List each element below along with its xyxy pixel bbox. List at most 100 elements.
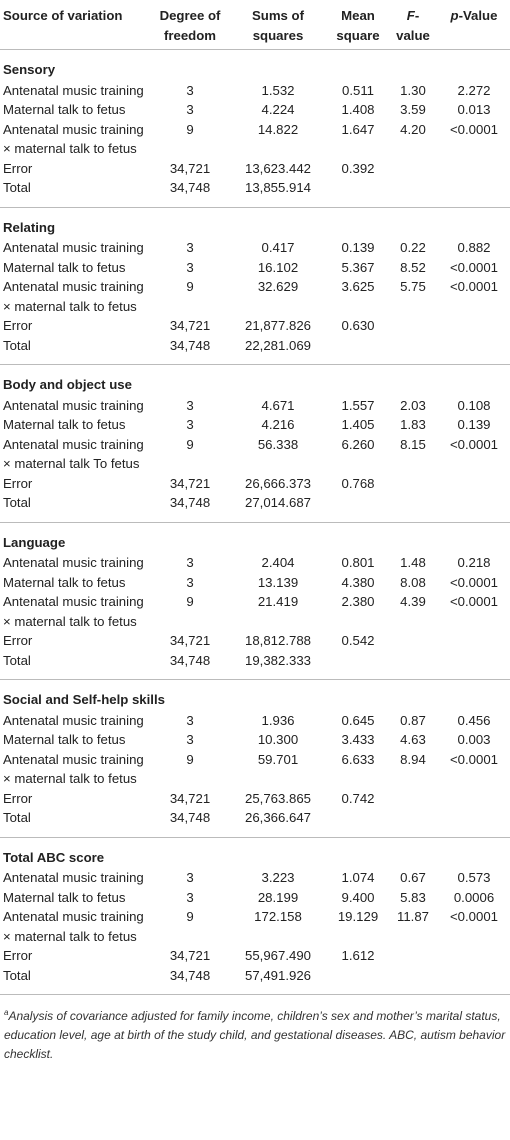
data-row: Total 34,748 26,366.647 (0, 808, 510, 837)
data-row: Antenatal music training 3 1.532 0.511 1.30 2… (0, 81, 510, 101)
empty-cell (438, 966, 510, 995)
cell: 1.647 (341, 121, 375, 137)
cell: 0.139 (341, 240, 375, 255)
cell: 3 (186, 889, 194, 905)
data-row: Antenatal music training × maternal talk… (0, 592, 510, 631)
row-label: Antenatal music training × maternal talk… (3, 121, 144, 157)
cell: 3 (186, 870, 194, 885)
cell: 28.199 (257, 889, 299, 905)
cell: 34,721 (169, 475, 211, 491)
column-header: F-value (396, 8, 430, 43)
cell: 0.456 (457, 712, 491, 728)
data-row: Total 34,748 57,491.926 (0, 966, 510, 995)
data-row: Antenatal music training 3 4.671 1.557 2.03 0… (0, 396, 510, 416)
cell: 0.645 (341, 712, 375, 728)
section-title: Social and Self-help skills (3, 692, 165, 707)
cell: 9 (186, 594, 194, 609)
data-row: Antenatal music training × maternal talk… (0, 120, 510, 159)
row-label: Error (3, 948, 33, 963)
cell: 4.216 (261, 417, 295, 432)
data-row: Error 34,721 25,763.865 0.742 (0, 789, 510, 809)
cell: 1.48 (400, 555, 426, 570)
cell: 3.223 (261, 870, 295, 885)
column-header: Source of variation (3, 8, 123, 23)
cell: 59.701 (257, 751, 299, 767)
cell: <0.0001 (449, 436, 499, 452)
empty-cell (438, 631, 510, 651)
cell: 8.08 (400, 574, 426, 590)
row-label: Error (3, 633, 33, 648)
data-row: Error 34,721 13,623.442 0.392 (0, 159, 510, 179)
cell: 13,855.914 (244, 180, 311, 195)
section-row: Language (0, 522, 510, 553)
section-row: Relating (0, 207, 510, 238)
column-header: Degree of freedom (159, 8, 221, 43)
table-header: Source of variation Degree of freedom Sums… (0, 0, 510, 50)
row-label: Antenatal music training × maternal talk… (3, 279, 144, 314)
cell: 0.87 (400, 712, 426, 728)
row-label: Antenatal music training (3, 397, 144, 413)
cell: 34,721 (169, 633, 211, 648)
cell: 5.367 (341, 259, 375, 275)
cell: 1.532 (261, 82, 295, 98)
row-label: Antenatal music training (3, 870, 144, 885)
cell: 55,967.490 (244, 948, 311, 963)
row-label: Antenatal music training × maternal talk… (3, 436, 144, 472)
cell: <0.0001 (449, 751, 499, 767)
cell: 34,748 (169, 337, 211, 353)
cell: 3 (186, 574, 194, 590)
cell: 4.20 (400, 121, 426, 137)
table-body: Sensory Antenatal music training 3 1.532 0.5… (0, 50, 510, 995)
cell: 9 (186, 121, 194, 137)
cell: 5.75 (400, 279, 426, 294)
data-row: Antenatal music training × maternal talk… (0, 750, 510, 789)
cell: 25,763.865 (244, 790, 311, 806)
row-label: Total (3, 810, 31, 825)
cell: 34,721 (169, 948, 211, 963)
cell: 18,812.788 (244, 633, 311, 648)
section-row: Body and object use (0, 364, 510, 396)
row-label: Maternal talk to fetus (3, 102, 126, 117)
row-label: Total (3, 337, 31, 353)
section-row: Sensory (0, 50, 510, 81)
cell: 3 (186, 417, 194, 432)
cell: 4.39 (400, 594, 426, 609)
footnote-marker: a (4, 1008, 9, 1017)
cell: 34,748 (169, 810, 211, 825)
cell: 0.542 (341, 633, 375, 648)
row-label: Total (3, 967, 31, 983)
empty-cell (388, 474, 438, 494)
cell: 1.30 (400, 82, 426, 98)
cell: 9 (186, 751, 194, 767)
cell: <0.0001 (449, 594, 499, 609)
section-row: Social and Self-help skills (0, 679, 510, 711)
cell: 0.882 (457, 240, 491, 255)
section-title: Sensory (3, 62, 56, 77)
cell: 3 (186, 102, 194, 117)
cell: 6.633 (341, 751, 375, 767)
data-row: Antenatal music training 3 1.936 0.645 0.87 0… (0, 711, 510, 731)
cell: 0.573 (457, 870, 491, 885)
cell: 0.139 (457, 417, 491, 432)
data-row: Error 34,721 55,967.490 1.612 (0, 946, 510, 966)
data-row: Antenatal music training 3 3.223 1.074 0.67 0… (0, 868, 510, 888)
data-row: Total 34,748 19,382.333 (0, 651, 510, 680)
row-label: Total (3, 495, 31, 510)
cell: 3 (186, 555, 194, 570)
column-header: p-Value (450, 8, 498, 23)
empty-cell (388, 336, 438, 365)
data-row: Total 34,748 22,281.069 (0, 336, 510, 365)
data-row: Error 34,721 21,877.826 0.630 (0, 316, 510, 336)
empty-cell (438, 651, 510, 680)
cell: 0.630 (341, 318, 375, 333)
cell: 21,877.826 (244, 318, 311, 333)
row-label: Antenatal music training (3, 555, 144, 570)
cell: 26,366.647 (244, 810, 311, 825)
empty-cell (328, 651, 388, 680)
data-row: Total 34,748 27,014.687 (0, 493, 510, 522)
row-label: Error (3, 160, 33, 176)
row-label: Antenatal music training × maternal talk… (3, 909, 144, 944)
cell: 9 (186, 436, 194, 452)
cell: 34,748 (169, 652, 211, 668)
